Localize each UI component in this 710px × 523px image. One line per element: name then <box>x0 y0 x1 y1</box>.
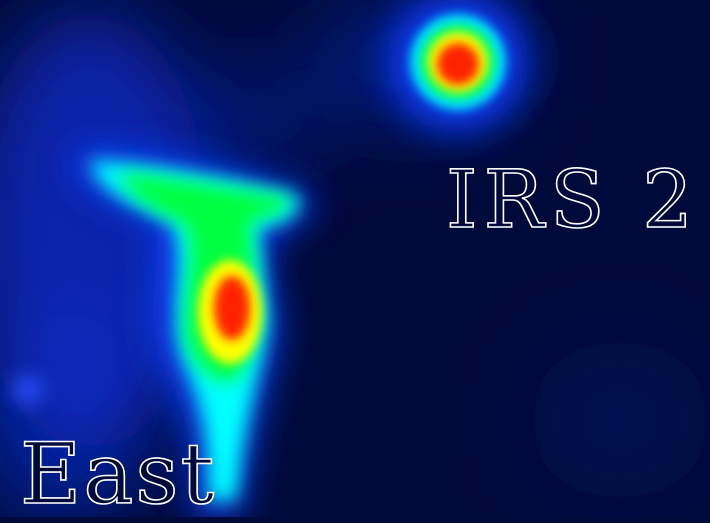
irs2-label: IRS 2 <box>445 153 699 246</box>
irs2-source <box>388 0 528 132</box>
faint-knot <box>12 374 44 406</box>
east-source <box>75 150 312 517</box>
east-label: East <box>19 425 217 523</box>
